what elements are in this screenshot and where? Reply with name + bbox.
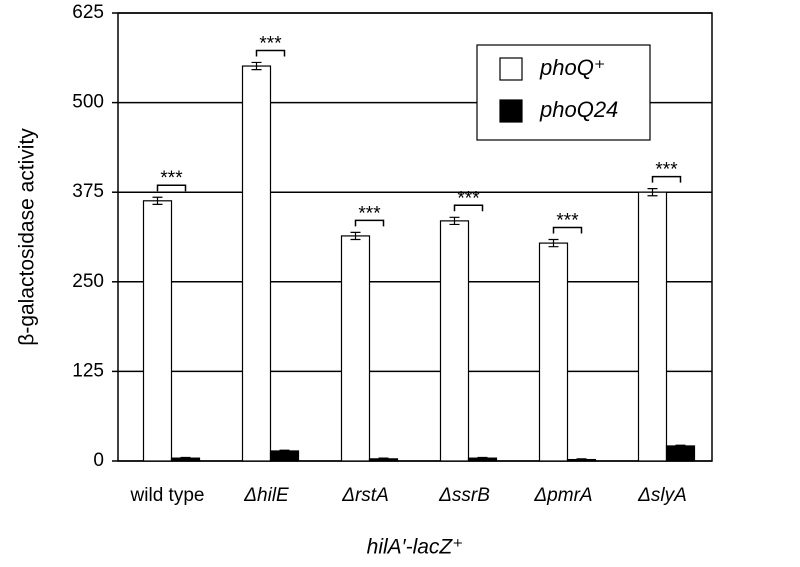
significance-bracket <box>156 184 187 192</box>
error-bar <box>152 196 163 205</box>
significance-label: *** <box>160 168 183 189</box>
error-bar <box>675 444 686 448</box>
error-bar <box>548 238 559 248</box>
error-bar <box>449 216 460 226</box>
bar <box>142 200 173 462</box>
significance-label: *** <box>655 160 678 181</box>
error-bar <box>251 61 262 71</box>
bar <box>439 220 470 462</box>
x-tick-label: ΔrstA <box>341 485 389 506</box>
significance-label: *** <box>358 203 381 224</box>
x-tick-label: ΔslyA <box>637 485 687 506</box>
significance-label: *** <box>457 188 480 209</box>
bar <box>538 242 569 462</box>
x-axis-title: hilA′-lacZ⁺ <box>367 536 464 559</box>
error-bar <box>350 231 361 241</box>
x-tick-label: ΔpmrA <box>533 485 592 506</box>
significance-bracket <box>255 49 286 57</box>
bar <box>241 65 272 462</box>
legend-swatch <box>499 99 523 123</box>
error-bar <box>647 188 658 197</box>
legend-swatch <box>499 57 523 81</box>
error-bar <box>279 449 290 453</box>
y-tick-label: 500 <box>72 92 104 113</box>
bar <box>665 445 696 462</box>
y-tick-label: 125 <box>72 360 104 381</box>
x-tick-label: ΔssrB <box>438 485 490 506</box>
bar <box>340 235 371 462</box>
x-tick-label: wild type <box>130 485 205 506</box>
plot-frame <box>117 12 713 462</box>
significance-bracket <box>354 219 385 227</box>
y-tick-label: 250 <box>72 271 104 292</box>
y-tick-label: 0 <box>93 450 104 471</box>
significance-bracket <box>453 204 484 212</box>
significance-label: *** <box>259 33 282 54</box>
significance-bracket <box>651 175 682 183</box>
y-tick-label: 625 <box>72 2 104 23</box>
y-axis-title: β-galactosidase activity <box>16 128 39 346</box>
x-tick-label: ΔhilE <box>243 485 289 506</box>
significance-label: *** <box>556 211 579 232</box>
error-bar <box>576 458 587 461</box>
significance-bracket <box>552 226 583 234</box>
error-bar <box>477 456 488 460</box>
legend-label: phoQ⁺ <box>539 55 605 80</box>
error-bar <box>180 456 191 460</box>
y-tick-label: 375 <box>72 181 104 202</box>
legend-label: phoQ24 <box>539 97 618 122</box>
bar <box>269 450 300 462</box>
error-bar <box>378 457 389 461</box>
bar <box>637 191 668 462</box>
